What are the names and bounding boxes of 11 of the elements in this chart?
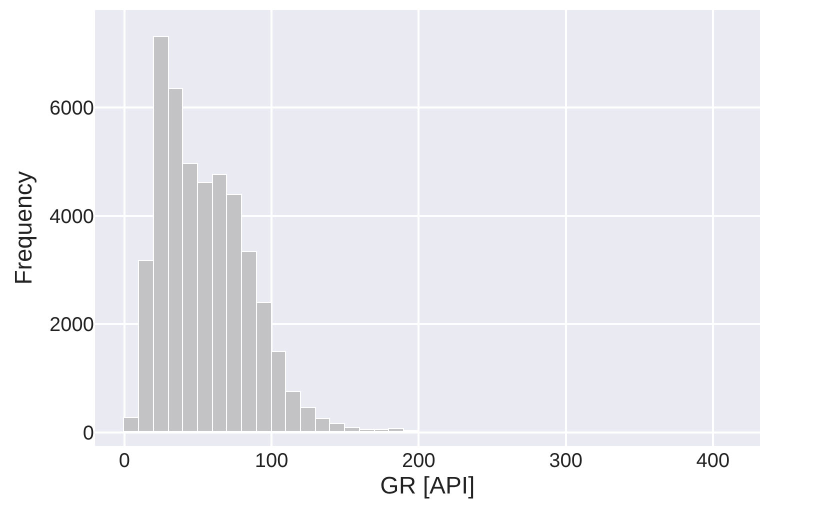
y-tick-label: 2000 bbox=[50, 314, 94, 336]
y-tick-label: 6000 bbox=[50, 97, 94, 120]
y-tick-label: 4000 bbox=[50, 206, 94, 228]
x-tick-label: 0 bbox=[118, 450, 130, 472]
y-axis-title: Frequency bbox=[10, 171, 38, 285]
x-axis-title: GR [API] bbox=[380, 472, 475, 500]
x-tick-label: 200 bbox=[402, 450, 436, 472]
x-tick-label: 400 bbox=[696, 450, 730, 472]
y-tick-label: 0 bbox=[82, 422, 94, 444]
x-tick-label: 100 bbox=[254, 450, 288, 472]
x-tick-label: 300 bbox=[549, 450, 582, 472]
